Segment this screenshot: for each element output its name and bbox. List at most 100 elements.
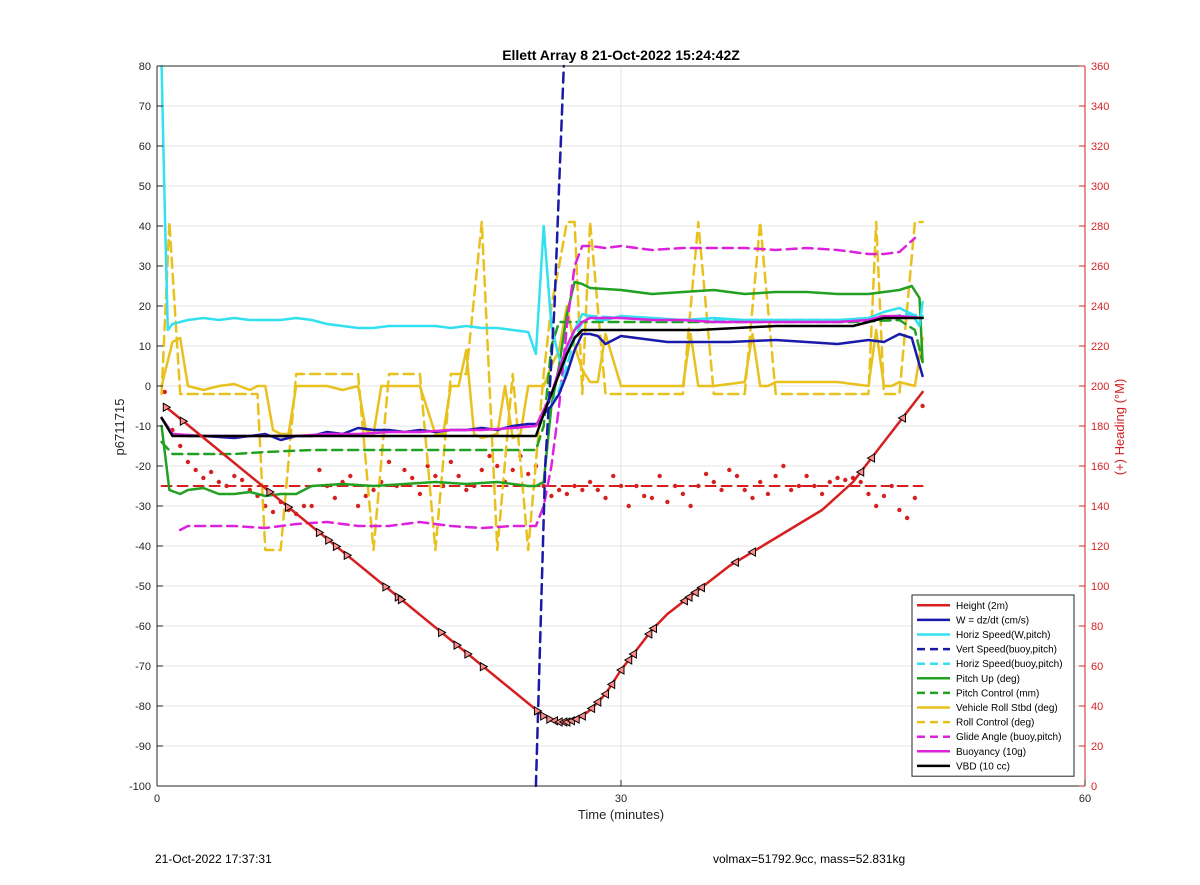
heading-point bbox=[657, 473, 662, 479]
heading-point bbox=[781, 463, 786, 469]
y2-tick-label: 40 bbox=[1091, 701, 1103, 713]
heading-point bbox=[634, 483, 639, 489]
y-tick-label: -40 bbox=[135, 541, 151, 553]
height-marker bbox=[397, 594, 407, 605]
legend-label-roll_ctrl: Roll Control (deg) bbox=[956, 718, 1034, 729]
heading-point bbox=[425, 463, 430, 469]
heading-point bbox=[232, 473, 237, 479]
series-line-roll_ctrl bbox=[160, 220, 924, 552]
y-tick-label: -90 bbox=[135, 741, 151, 753]
y2-tick-label: 180 bbox=[1091, 421, 1109, 433]
heading-point bbox=[526, 471, 531, 477]
legend-label-buoyancy: Buoyancy (10g) bbox=[956, 747, 1026, 758]
legend-label-pitch_up: Pitch Up (deg) bbox=[956, 674, 1020, 685]
y-tick-label: 30 bbox=[139, 261, 151, 273]
y-tick-label: 80 bbox=[139, 61, 151, 73]
heading-point bbox=[649, 495, 655, 501]
y-tick-label: -70 bbox=[135, 661, 151, 673]
heading-point bbox=[773, 473, 778, 479]
height-marker bbox=[897, 413, 906, 423]
height-marker bbox=[540, 711, 549, 721]
heading-point bbox=[603, 495, 608, 501]
heading-point bbox=[642, 493, 647, 499]
heading-point bbox=[688, 503, 693, 509]
height-marker bbox=[684, 592, 693, 603]
heading-point bbox=[595, 487, 600, 493]
heading-point bbox=[564, 491, 570, 497]
heading-point bbox=[549, 493, 554, 499]
heading-point bbox=[471, 483, 477, 489]
height-marker bbox=[325, 535, 334, 545]
heading-point bbox=[796, 483, 802, 489]
height-marker bbox=[577, 711, 586, 721]
heading-point bbox=[904, 515, 910, 521]
heading-point bbox=[572, 483, 577, 489]
y2-tick-label: 80 bbox=[1091, 621, 1103, 633]
axes: -100-90-80-70-60-50-40-30-20-10010203040… bbox=[129, 61, 1109, 805]
heading-point bbox=[788, 487, 794, 493]
height-marker bbox=[284, 502, 294, 513]
height-marker bbox=[628, 649, 637, 659]
legend-label-horiz_w: Horiz Speed(W,pitch) bbox=[956, 630, 1050, 641]
y-tick-label: 0 bbox=[145, 381, 151, 393]
heading-point bbox=[309, 503, 314, 509]
heading-point bbox=[448, 459, 454, 465]
heading-point bbox=[696, 483, 701, 489]
heading-point bbox=[742, 487, 747, 493]
y2-tick-label: 320 bbox=[1091, 141, 1109, 153]
heading-point bbox=[672, 483, 678, 489]
height-marker bbox=[696, 582, 705, 593]
heading-point bbox=[758, 479, 763, 485]
x-axis-label: Time (minutes) bbox=[578, 807, 664, 822]
y2-tick-label: 120 bbox=[1091, 541, 1109, 553]
heading-point bbox=[479, 467, 484, 473]
height-marker bbox=[592, 697, 602, 707]
heading-point bbox=[410, 475, 415, 481]
y-tick-label: 50 bbox=[139, 181, 151, 193]
heading-point bbox=[355, 503, 361, 509]
chart-title: Ellett Array 8 21-Oct-2022 15:24:42Z bbox=[502, 47, 740, 63]
y2-tick-label: 160 bbox=[1091, 461, 1109, 473]
height-marker bbox=[747, 547, 756, 557]
y2-tick-label: 140 bbox=[1091, 501, 1109, 513]
heading-point bbox=[556, 487, 562, 493]
legend-label-pitch_ctrl: Pitch Control (mm) bbox=[956, 688, 1039, 699]
heading-point bbox=[719, 487, 724, 493]
x-tick-label: 30 bbox=[615, 793, 627, 805]
height-marker bbox=[179, 416, 189, 427]
height-marker bbox=[600, 689, 610, 699]
height-marker bbox=[266, 487, 275, 497]
heading-point bbox=[711, 479, 716, 485]
y2-tick-label: 220 bbox=[1091, 341, 1109, 353]
heading-point bbox=[495, 463, 500, 469]
heading-point bbox=[835, 475, 840, 481]
heading-point bbox=[456, 473, 461, 479]
heading-point bbox=[827, 479, 832, 485]
y2-tick-label: 100 bbox=[1091, 581, 1109, 593]
y-tick-label: 60 bbox=[139, 141, 151, 153]
series-line-vert_buoy bbox=[534, 64, 566, 788]
heading-point bbox=[178, 443, 183, 449]
y2-tick-label: 280 bbox=[1091, 221, 1109, 233]
legend-label-glide: Glide Angle (buoy,pitch) bbox=[956, 732, 1061, 743]
height-marker bbox=[315, 527, 325, 538]
legend-label-roll: Vehicle Roll Stbd (deg) bbox=[956, 703, 1058, 714]
height-marker bbox=[855, 467, 865, 477]
heading-point bbox=[819, 491, 825, 497]
height-marker bbox=[332, 541, 342, 552]
footer-timestamp: 21-Oct-2022 17:37:31 bbox=[155, 852, 272, 866]
y2-tick-label: 340 bbox=[1091, 101, 1109, 113]
heading-point bbox=[371, 487, 376, 493]
heading-point bbox=[665, 499, 670, 505]
x-tick-label: 0 bbox=[154, 793, 160, 805]
heading-point bbox=[487, 453, 492, 459]
heading-point bbox=[433, 473, 438, 479]
heading-point bbox=[464, 487, 469, 493]
heading-point bbox=[402, 467, 407, 473]
heading-point bbox=[216, 479, 222, 485]
series-line-roll bbox=[160, 304, 924, 440]
height-marker bbox=[606, 679, 616, 690]
height-marker bbox=[643, 629, 653, 639]
y-tick-label: 20 bbox=[139, 301, 151, 313]
